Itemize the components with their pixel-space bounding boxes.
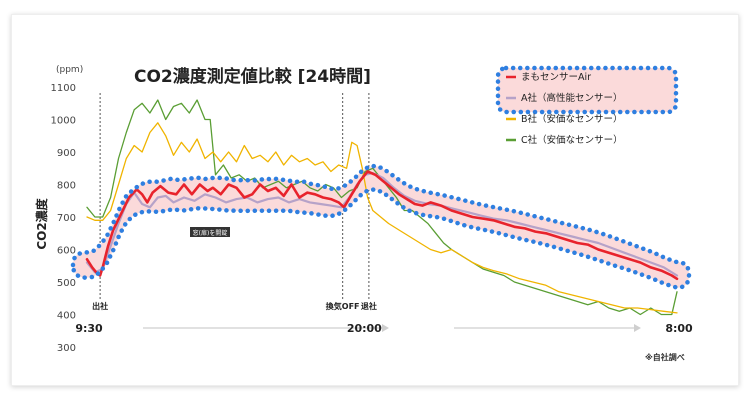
highlight-outline-group — [70, 163, 692, 290]
event-label-group: 出社 換気OFF 退社 — [92, 301, 377, 311]
inline-label: 窓(扉)を開錠 — [193, 229, 228, 237]
time-label-group: 9:30 20:00 8:00 — [75, 322, 693, 335]
time-arrow-head-2 — [634, 324, 641, 332]
series-line-2 — [85, 172, 679, 277]
y-tick-label: 1000 — [51, 116, 76, 127]
legend-label-1: まもセンサーAir — [521, 72, 591, 83]
y-unit-label: (ppm) — [56, 65, 83, 75]
legend-highlight-outline — [495, 65, 679, 115]
event-label: 退社 — [361, 301, 377, 311]
inline-label-box — [190, 227, 230, 237]
series-line-1 — [85, 170, 679, 281]
legend-label-3: B社（安価なセンサー） — [521, 113, 623, 125]
legend: まもセンサーAir A社（高性能センサー） B社（安価なセンサー） C社（安価なセンサ… — [495, 65, 679, 146]
highlight-band — [73, 165, 689, 288]
legend-item-group: まもセンサーAir A社（高性能センサー） B社（安価なセンサー） C社（安価なセンサ… — [506, 72, 623, 146]
y-axis-title: CO2濃度 — [34, 197, 49, 249]
y-tick-label: 600 — [57, 246, 76, 257]
event-label: 換気OFF — [326, 301, 360, 311]
footnote: ※自社調べ — [645, 352, 685, 362]
y-tick-label: 700 — [57, 213, 76, 224]
y-tick-label: 400 — [57, 311, 76, 322]
time-label: 20:00 — [347, 322, 382, 335]
highlight-band-group — [73, 165, 689, 288]
legend-label-4: C社（安価なセンサー） — [521, 134, 623, 146]
y-tick-label: 900 — [57, 148, 76, 159]
time-label: 9:30 — [75, 322, 103, 335]
series-line-3 — [86, 122, 678, 314]
event-label: 出社 — [92, 301, 108, 311]
y-tick-group: 300 400 500 600 700 800 900 1000 1100 — [51, 83, 76, 354]
legend-highlight-band — [498, 68, 676, 112]
highlight-outline — [70, 163, 692, 290]
series-group — [85, 99, 679, 316]
y-tick-label: 300 — [57, 343, 76, 354]
y-tick-label: 800 — [57, 181, 76, 192]
legend-label-2: A社（高性能センサー） — [521, 92, 623, 104]
time-axis — [143, 324, 641, 332]
time-arrow-head-1 — [382, 324, 389, 332]
y-tick-label: 500 — [57, 278, 76, 289]
time-label: 8:00 — [665, 322, 693, 335]
y-tick-label: 1100 — [51, 83, 76, 94]
chart-title: CO2濃度測定値比較 [24時間] — [134, 66, 371, 87]
